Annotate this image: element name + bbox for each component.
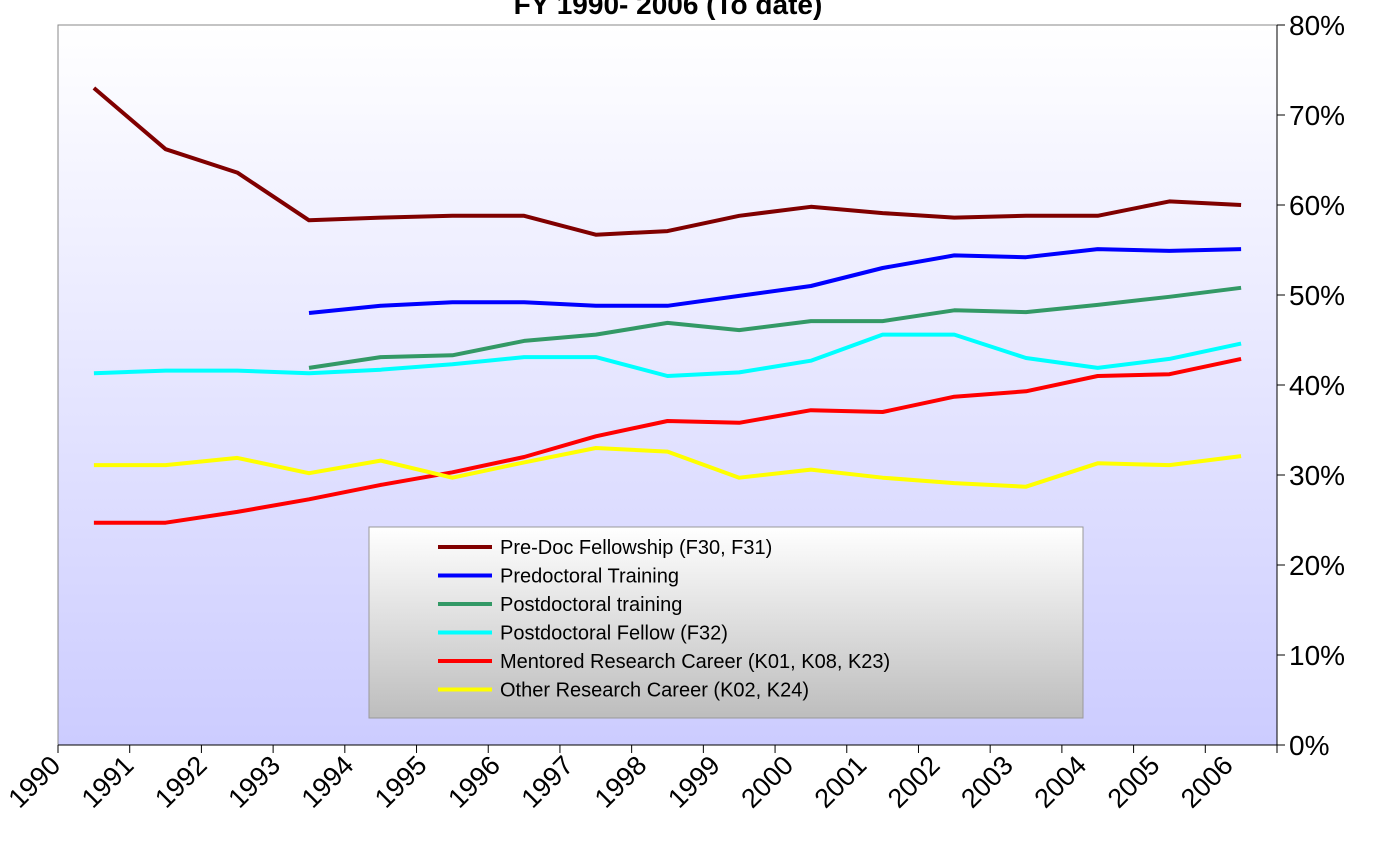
legend-label: Postdoctoral training [500, 594, 682, 616]
y-tick-label: 20% [1289, 550, 1345, 581]
x-tick-label: 2002 [882, 750, 946, 814]
series-line [93, 332, 1242, 378]
x-tick-label: 1990 [3, 750, 67, 814]
legend-label: Mentored Research Career (K01, K08, K23) [500, 651, 890, 673]
y-tick-label: 40% [1289, 370, 1345, 401]
x-tick-label: 1997 [516, 750, 580, 814]
legend-box [368, 526, 1084, 719]
x-tick-label: 1991 [76, 750, 140, 814]
legend-label: Postdoctoral Fellow (F32) [500, 623, 728, 645]
series-line [93, 446, 1242, 489]
y-tick-label: 80% [1289, 10, 1345, 41]
x-tick-label: 1994 [296, 750, 360, 814]
series-line [308, 285, 1242, 370]
series-line [93, 356, 1242, 525]
x-tick-label: 1992 [149, 750, 213, 814]
y-tick-label: 70% [1289, 100, 1345, 131]
x-tick-label: 1996 [442, 750, 506, 814]
x-tick-label: 1993 [222, 750, 286, 814]
x-tick-label: 2003 [955, 750, 1019, 814]
legend-label: Predoctoral Training [500, 566, 679, 588]
legend: Pre-Doc Fellowship (F30, F31) Predoctoral… [368, 526, 1084, 719]
legend-label: Other Research Career (K02, K24) [500, 680, 809, 702]
x-tick-label: 2006 [1175, 750, 1239, 814]
x-tick-label: 2004 [1029, 750, 1093, 814]
y-tick-label: 60% [1289, 190, 1345, 221]
x-tick-label: 2000 [735, 750, 799, 814]
x-tick-label: 1999 [662, 750, 726, 814]
chart-title: FY 1990- 2006 (To date) [514, 0, 823, 20]
y-tick-label: 10% [1289, 640, 1345, 671]
y-tick-label: 0% [1289, 730, 1329, 761]
legend-label: Pre-Doc Fellowship (F30, F31) [500, 537, 772, 559]
series-line [308, 247, 1242, 315]
x-tick-label: 1995 [369, 750, 433, 814]
series-line [92, 86, 1242, 237]
y-tick-label: 30% [1289, 460, 1345, 491]
x-tick-label: 2001 [809, 750, 873, 814]
x-tick-label: 1998 [589, 750, 653, 814]
y-tick-label: 50% [1289, 280, 1345, 311]
x-tick-label: 2005 [1102, 750, 1166, 814]
